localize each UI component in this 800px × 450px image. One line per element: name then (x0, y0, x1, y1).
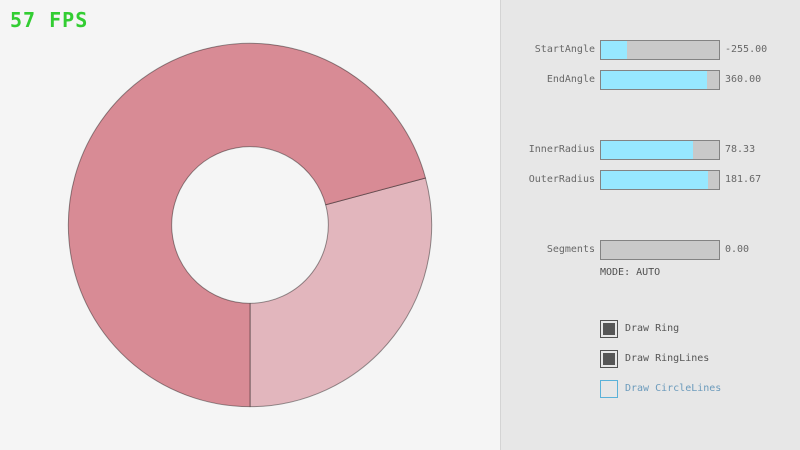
startangle-slider[interactable] (600, 40, 720, 60)
draw-circlelines-checkbox[interactable] (600, 380, 618, 398)
slider-label-segments: Segments (546, 244, 595, 255)
outerradius-slider-fill (601, 171, 709, 189)
checkmark-icon (603, 323, 615, 335)
outerradius-slider[interactable] (600, 170, 720, 190)
slider-row-outerradius: OuterRadius 181.67 (500, 170, 800, 190)
segments-slider[interactable] (600, 240, 720, 260)
innerradius-slider[interactable] (600, 140, 720, 160)
ring-segment-double (67, 42, 427, 408)
endangle-slider[interactable] (600, 70, 720, 90)
draw-circlelines-label: Draw CircleLines (625, 383, 722, 394)
segments-value: 0.00 (725, 244, 750, 255)
ring-graphic (67, 42, 433, 408)
fps-counter: 57 FPS (10, 8, 89, 32)
slider-label-innerradius: InnerRadius (528, 144, 595, 155)
startangle-slider-fill (601, 41, 627, 59)
draw-ring-checkbox[interactable] (600, 320, 618, 338)
slider-label-outerradius: OuterRadius (528, 174, 595, 185)
slider-label-endangle: EndAngle (546, 74, 595, 85)
endangle-slider-fill (601, 71, 708, 89)
innerradius-value: 78.33 (725, 144, 756, 155)
draw-ringlines-checkbox[interactable] (600, 350, 618, 368)
slider-row-endangle: EndAngle 360.00 (500, 70, 800, 90)
segments-mode-label: MODE: AUTO (600, 267, 661, 278)
endangle-value: 360.00 (725, 74, 762, 85)
outerradius-value: 181.67 (725, 174, 762, 185)
draw-ringlines-label: Draw RingLines (625, 353, 710, 364)
slider-row-startangle: StartAngle -255.00 (500, 40, 800, 60)
ring-segment-single (249, 177, 433, 408)
slider-label-startangle: StartAngle (534, 44, 595, 55)
draw-ring-label: Draw Ring (625, 323, 680, 334)
checkmark-icon (603, 353, 615, 365)
slider-row-segments: Segments 0.00 (500, 240, 800, 260)
innerradius-slider-fill (601, 141, 694, 159)
startangle-value: -255.00 (725, 44, 768, 55)
slider-row-innerradius: InnerRadius 78.33 (500, 140, 800, 160)
